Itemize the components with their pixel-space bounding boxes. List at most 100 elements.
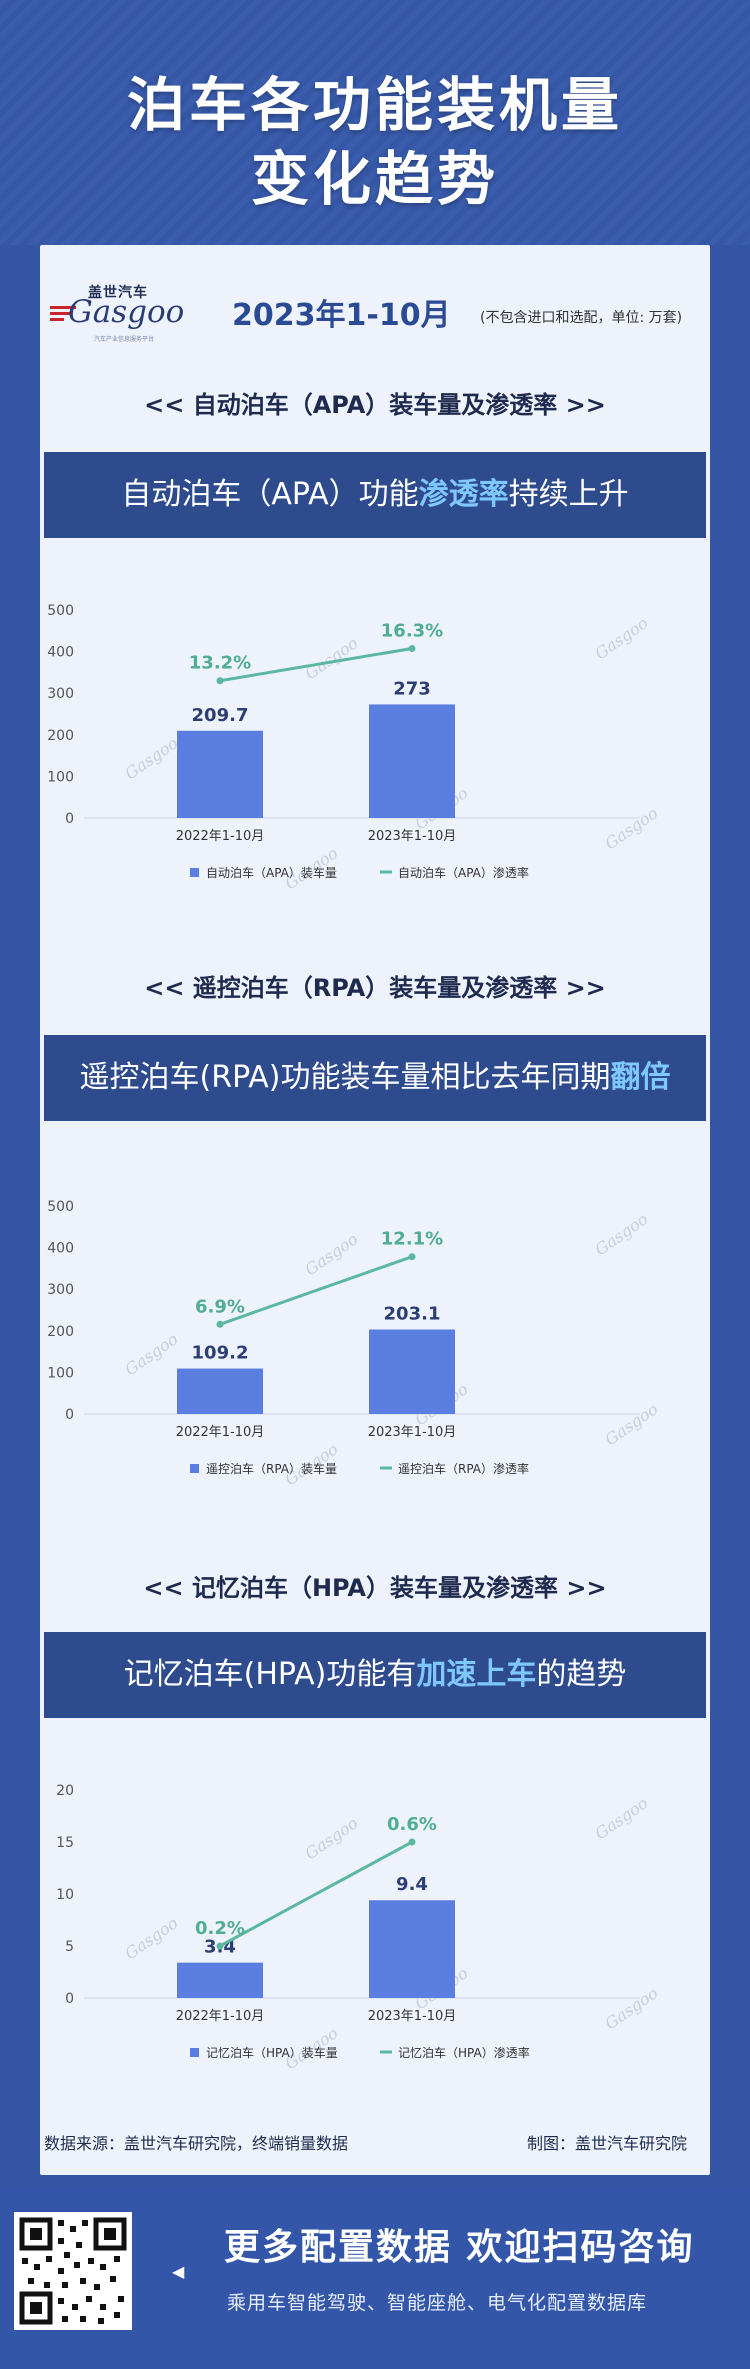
- line-point: [216, 1320, 224, 1328]
- y-tick-label: 100: [47, 1365, 74, 1381]
- watermark: Gasgoo: [591, 1793, 651, 1843]
- logo-stripe: [50, 312, 70, 315]
- section-heading-apa: << 自动泊车（APA）装车量及渗透率 >>: [144, 391, 606, 419]
- content-panel: [40, 245, 710, 2175]
- y-tick-label: 15: [56, 1835, 74, 1851]
- rpa-chart: GasgooGasgooGasgooGasgooGasgooGasgoo0100…: [47, 1199, 661, 1489]
- line-series: [219, 1255, 413, 1326]
- apa-chart: GasgooGasgooGasgooGasgooGasgooGasgoo0100…: [47, 603, 661, 893]
- watermark: Gasgoo: [591, 1209, 651, 1259]
- watermark: Gasgoo: [121, 733, 181, 783]
- bar-value-label: 9.4: [396, 1874, 428, 1895]
- legend-label-bar: 自动泊车（APA）装车量: [206, 865, 337, 880]
- y-tick-label: 10: [56, 1887, 74, 1903]
- y-tick-label: 400: [47, 645, 74, 661]
- line-point: [408, 1253, 416, 1261]
- watermark: Gasgoo: [601, 803, 661, 853]
- watermark: Gasgoo: [121, 1913, 181, 1963]
- x-tick-label: 2023年1-10月: [368, 2009, 457, 2024]
- y-tick-label: 300: [47, 686, 74, 702]
- banner-text: 遥控泊车(RPA)功能装车量相比去年同期: [79, 1060, 611, 1095]
- watermark: Gasgoo: [591, 613, 651, 663]
- line-value-label: 12.1%: [381, 1229, 443, 1250]
- legend-label-bar: 记忆泊车（HPA）装车量: [206, 2045, 338, 2060]
- legend-label-line: 自动泊车（APA）渗透率: [398, 865, 529, 880]
- bar: [177, 1962, 263, 1998]
- logo-tagline: 汽车产业信息服务平台: [94, 336, 155, 343]
- line-value-label: 0.6%: [387, 1814, 437, 1835]
- y-tick-label: 0: [65, 1991, 74, 2007]
- line-value-label: 0.2%: [195, 1918, 245, 1939]
- x-tick-label: 2023年1-10月: [368, 1425, 457, 1440]
- x-tick-label: 2022年1-10月: [176, 829, 265, 844]
- y-tick-label: 200: [47, 728, 74, 744]
- watermark: Gasgoo: [601, 1983, 661, 2033]
- banner-highlight: 渗透率: [418, 477, 509, 512]
- banner-text: 自动泊车（APA）功能: [121, 477, 419, 512]
- banner-highlight: 加速上车: [416, 1657, 537, 1692]
- line-value-label: 16.3%: [381, 620, 443, 641]
- watermark: Gasgoo: [121, 1329, 181, 1379]
- banner-rpa: 遥控泊车(RPA)功能装车量相比去年同期翻倍: [44, 1035, 706, 1121]
- line-point: [408, 1838, 416, 1846]
- x-tick-label: 2023年1-10月: [368, 829, 457, 844]
- banner-text: 记忆泊车(HPA)功能有: [123, 1657, 417, 1692]
- line-series: [219, 647, 413, 683]
- section-heading-hpa: << 记忆泊车（HPA）装车量及渗透率 >>: [143, 1574, 607, 1602]
- line-value-label: 13.2%: [189, 653, 251, 674]
- y-tick-label: 0: [65, 811, 74, 827]
- legend-label-bar: 遥控泊车（RPA）装车量: [206, 1461, 337, 1476]
- page-title-line1: 泊车各功能装机量: [126, 71, 623, 139]
- bar: [177, 730, 263, 818]
- hero-background: [0, 0, 750, 245]
- qr-code-icon[interactable]: [14, 2212, 132, 2330]
- x-tick-label: 2022年1-10月: [176, 2009, 265, 2024]
- banner-highlight: 翻倍: [610, 1060, 671, 1095]
- logo-stripe: [50, 306, 76, 309]
- watermark: Gasgoo: [301, 1229, 361, 1279]
- section-heading-rpa: << 遥控泊车（RPA）装车量及渗透率 >>: [144, 974, 606, 1002]
- cta-subtitle: 乘用车智能驾驶、智能座舱、电气化配置数据库: [227, 2292, 648, 2314]
- gasgoo-logo: 盖世汽车 Gasgoo 汽车产业信息服务平台: [50, 282, 184, 344]
- banner-text: 的趋势: [536, 1657, 627, 1692]
- y-tick-label: 5: [65, 1939, 74, 1955]
- bar: [177, 1368, 263, 1414]
- banner-hpa: 记忆泊车(HPA)功能有加速上车的趋势: [44, 1632, 706, 1718]
- line-series: [219, 1840, 413, 1948]
- bar-value-label: 209.7: [192, 705, 249, 726]
- line-point: [216, 1942, 224, 1950]
- y-tick-label: 0: [65, 1407, 74, 1423]
- y-tick-label: 200: [47, 1324, 74, 1340]
- legend-swatch-bar: [190, 868, 199, 877]
- y-tick-label: 500: [47, 1199, 74, 1215]
- banner-apa: 自动泊车（APA）功能渗透率持续上升: [44, 452, 706, 538]
- logo-en-text: Gasgoo: [68, 294, 185, 330]
- y-tick-label: 300: [47, 1282, 74, 1298]
- banner-text: 持续上升: [508, 477, 629, 512]
- y-tick-label: 100: [47, 769, 74, 785]
- line-point: [408, 644, 416, 652]
- y-tick-label: 500: [47, 603, 74, 619]
- hpa-chart: GasgooGasgooGasgooGasgooGasgooGasgoo0510…: [56, 1783, 661, 2073]
- bar: [369, 1900, 455, 1998]
- legend-label-line: 遥控泊车（RPA）渗透率: [398, 1461, 529, 1476]
- y-tick-label: 400: [47, 1241, 74, 1257]
- data-source: 数据来源：盖世汽车研究院，终端销量数据: [44, 2134, 349, 2153]
- bar: [369, 1329, 455, 1414]
- logo-cn-text: 盖世汽车: [88, 285, 148, 301]
- triangle-left-icon: ◀: [172, 2262, 185, 2281]
- logo-stripe: [50, 318, 64, 321]
- bar: [369, 704, 455, 818]
- cta-title: 更多配置数据 欢迎扫码咨询: [224, 2227, 695, 2268]
- line-value-label: 6.9%: [195, 1296, 245, 1317]
- bar-value-label: 109.2: [192, 1343, 249, 1364]
- period-label: 2023年1-10月: [232, 298, 451, 333]
- bar-value-label: 273: [393, 678, 431, 699]
- chart-credit: 制图：盖世汽车研究院: [527, 2134, 688, 2153]
- page-title-line2: 变化趋势: [250, 145, 499, 213]
- legend-swatch-bar: [190, 1464, 199, 1473]
- legend-label-line: 记忆泊车（HPA）渗透率: [398, 2045, 530, 2060]
- watermark: Gasgoo: [301, 1813, 361, 1863]
- legend-swatch-bar: [190, 2048, 199, 2057]
- bar-value-label: 203.1: [384, 1304, 441, 1325]
